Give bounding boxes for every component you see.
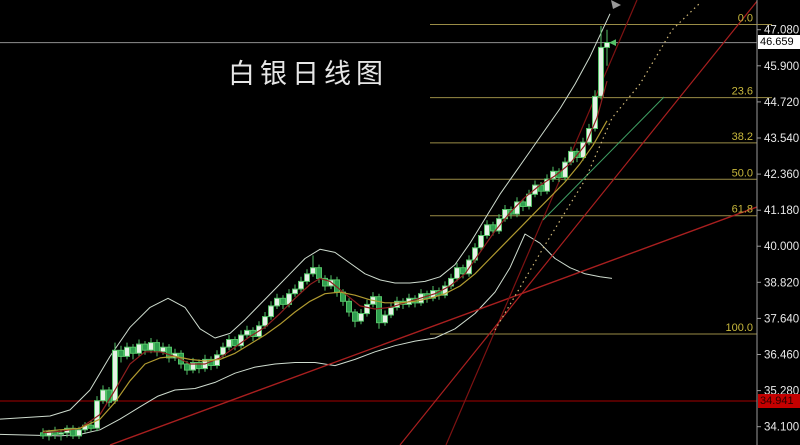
candle-bullish [268, 305, 274, 318]
fib-level-label-0.0: 0.0 [738, 13, 753, 25]
candle-bullish [454, 267, 460, 279]
cursor-arrow-icon [611, 0, 621, 9]
candle-bullish [388, 306, 394, 316]
candle-bullish [310, 267, 316, 275]
candle-bullish [604, 42, 610, 48]
trendline-steep-outer[interactable] [399, 0, 759, 445]
candle-bullish [124, 346, 130, 357]
candle-bearish [316, 267, 322, 279]
candle-bearish [346, 300, 352, 313]
candle-bullish [364, 303, 370, 315]
trendline-long-support[interactable] [109, 192, 796, 445]
candle-bullish [598, 46, 604, 97]
candle-bullish [100, 389, 106, 402]
trendline-green-support[interactable] [542, 96, 665, 221]
candle-bullish [94, 400, 100, 429]
ma-slow-yellow [42, 120, 608, 432]
bollinger-lower-band [0, 233, 613, 437]
candle-bullish [220, 346, 226, 356]
candle-bullish [262, 316, 268, 327]
candle-bullish [466, 259, 472, 275]
price-tick-label: 38.820 [764, 277, 799, 289]
candle-bearish [352, 311, 358, 322]
candle-bullish [304, 273, 310, 282]
candle-bearish [460, 267, 466, 275]
candle-bearish [376, 296, 382, 324]
ma-fast-red [42, 80, 608, 434]
candle-bullish [496, 218, 502, 232]
fib-level-label-38.2: 38.2 [732, 131, 753, 143]
candle-bearish [322, 277, 328, 287]
current-price-box: 46.659 [758, 35, 800, 49]
candle-bearish [520, 201, 526, 207]
candle-bullish [442, 285, 448, 296]
price-tick-label: 36.460 [764, 350, 799, 362]
candle-bullish [112, 349, 118, 402]
fib-level-label-61.8: 61.8 [732, 204, 753, 216]
chart-title-annotation: 白银日线图 [228, 59, 388, 89]
candle-bearish [280, 297, 286, 305]
fib-level-label-23.6: 23.6 [732, 86, 753, 98]
candle-bullish [358, 313, 364, 322]
candle-bullish [448, 277, 454, 287]
price-axis-panel[interactable] [757, 0, 800, 445]
bollinger-upper-band [0, 13, 611, 420]
current-price-value: 46.659 [760, 36, 794, 48]
candle-bullish [298, 280, 304, 290]
fib-level-label-50.0: 50.0 [732, 167, 753, 179]
price-tick-label: 41.180 [764, 205, 799, 217]
candle-bullish [136, 343, 142, 354]
trendline-steep-inner[interactable] [445, 0, 638, 445]
candle-bearish [40, 432, 46, 437]
candle-bullish [484, 224, 490, 237]
fib-level-label-100.0: 100.0 [725, 322, 753, 334]
price-tick-label: 44.720 [764, 97, 799, 109]
candle-bearish [196, 362, 202, 370]
candle-bullish [478, 235, 484, 249]
price-tick-label: 40.000 [764, 241, 799, 253]
candle-bearish [490, 224, 496, 232]
candle-bullish [292, 288, 298, 295]
candle-bearish [142, 343, 148, 351]
candle-bearish [166, 346, 172, 359]
candle-bullish [148, 342, 154, 351]
price-tick-label: 43.540 [764, 133, 799, 145]
candle-bullish [58, 432, 64, 435]
candle-bearish [184, 363, 190, 371]
candle-bullish [160, 346, 166, 353]
last-price-arrow-icon [609, 39, 616, 46]
candle-bullish [580, 141, 586, 158]
candle-bearish [118, 349, 124, 357]
candle-bearish [154, 342, 160, 353]
candle-bullish [244, 329, 250, 336]
price-tick-label: 42.360 [764, 169, 799, 181]
price-tick-label: 34.100 [764, 422, 799, 434]
candle-bullish [472, 247, 478, 261]
candle-bullish [544, 178, 550, 192]
candle-bullish [76, 429, 82, 437]
marked-price-box: 34.941 [758, 394, 800, 408]
candle-bullish [382, 314, 388, 324]
price-tick-label: 47.080 [764, 25, 799, 37]
candle-bearish [88, 424, 94, 429]
candle-bearish [232, 339, 238, 347]
candle-bullish [592, 95, 598, 129]
price-tick-label: 45.900 [764, 61, 799, 73]
candle-bullish [238, 334, 244, 347]
price-tick-label: 37.640 [764, 313, 799, 325]
candle-bullish [274, 297, 280, 307]
marked-price-value: 34.941 [760, 395, 794, 407]
candle-bullish [226, 339, 232, 348]
candle-bearish [130, 346, 136, 354]
candle-bullish [190, 362, 196, 371]
